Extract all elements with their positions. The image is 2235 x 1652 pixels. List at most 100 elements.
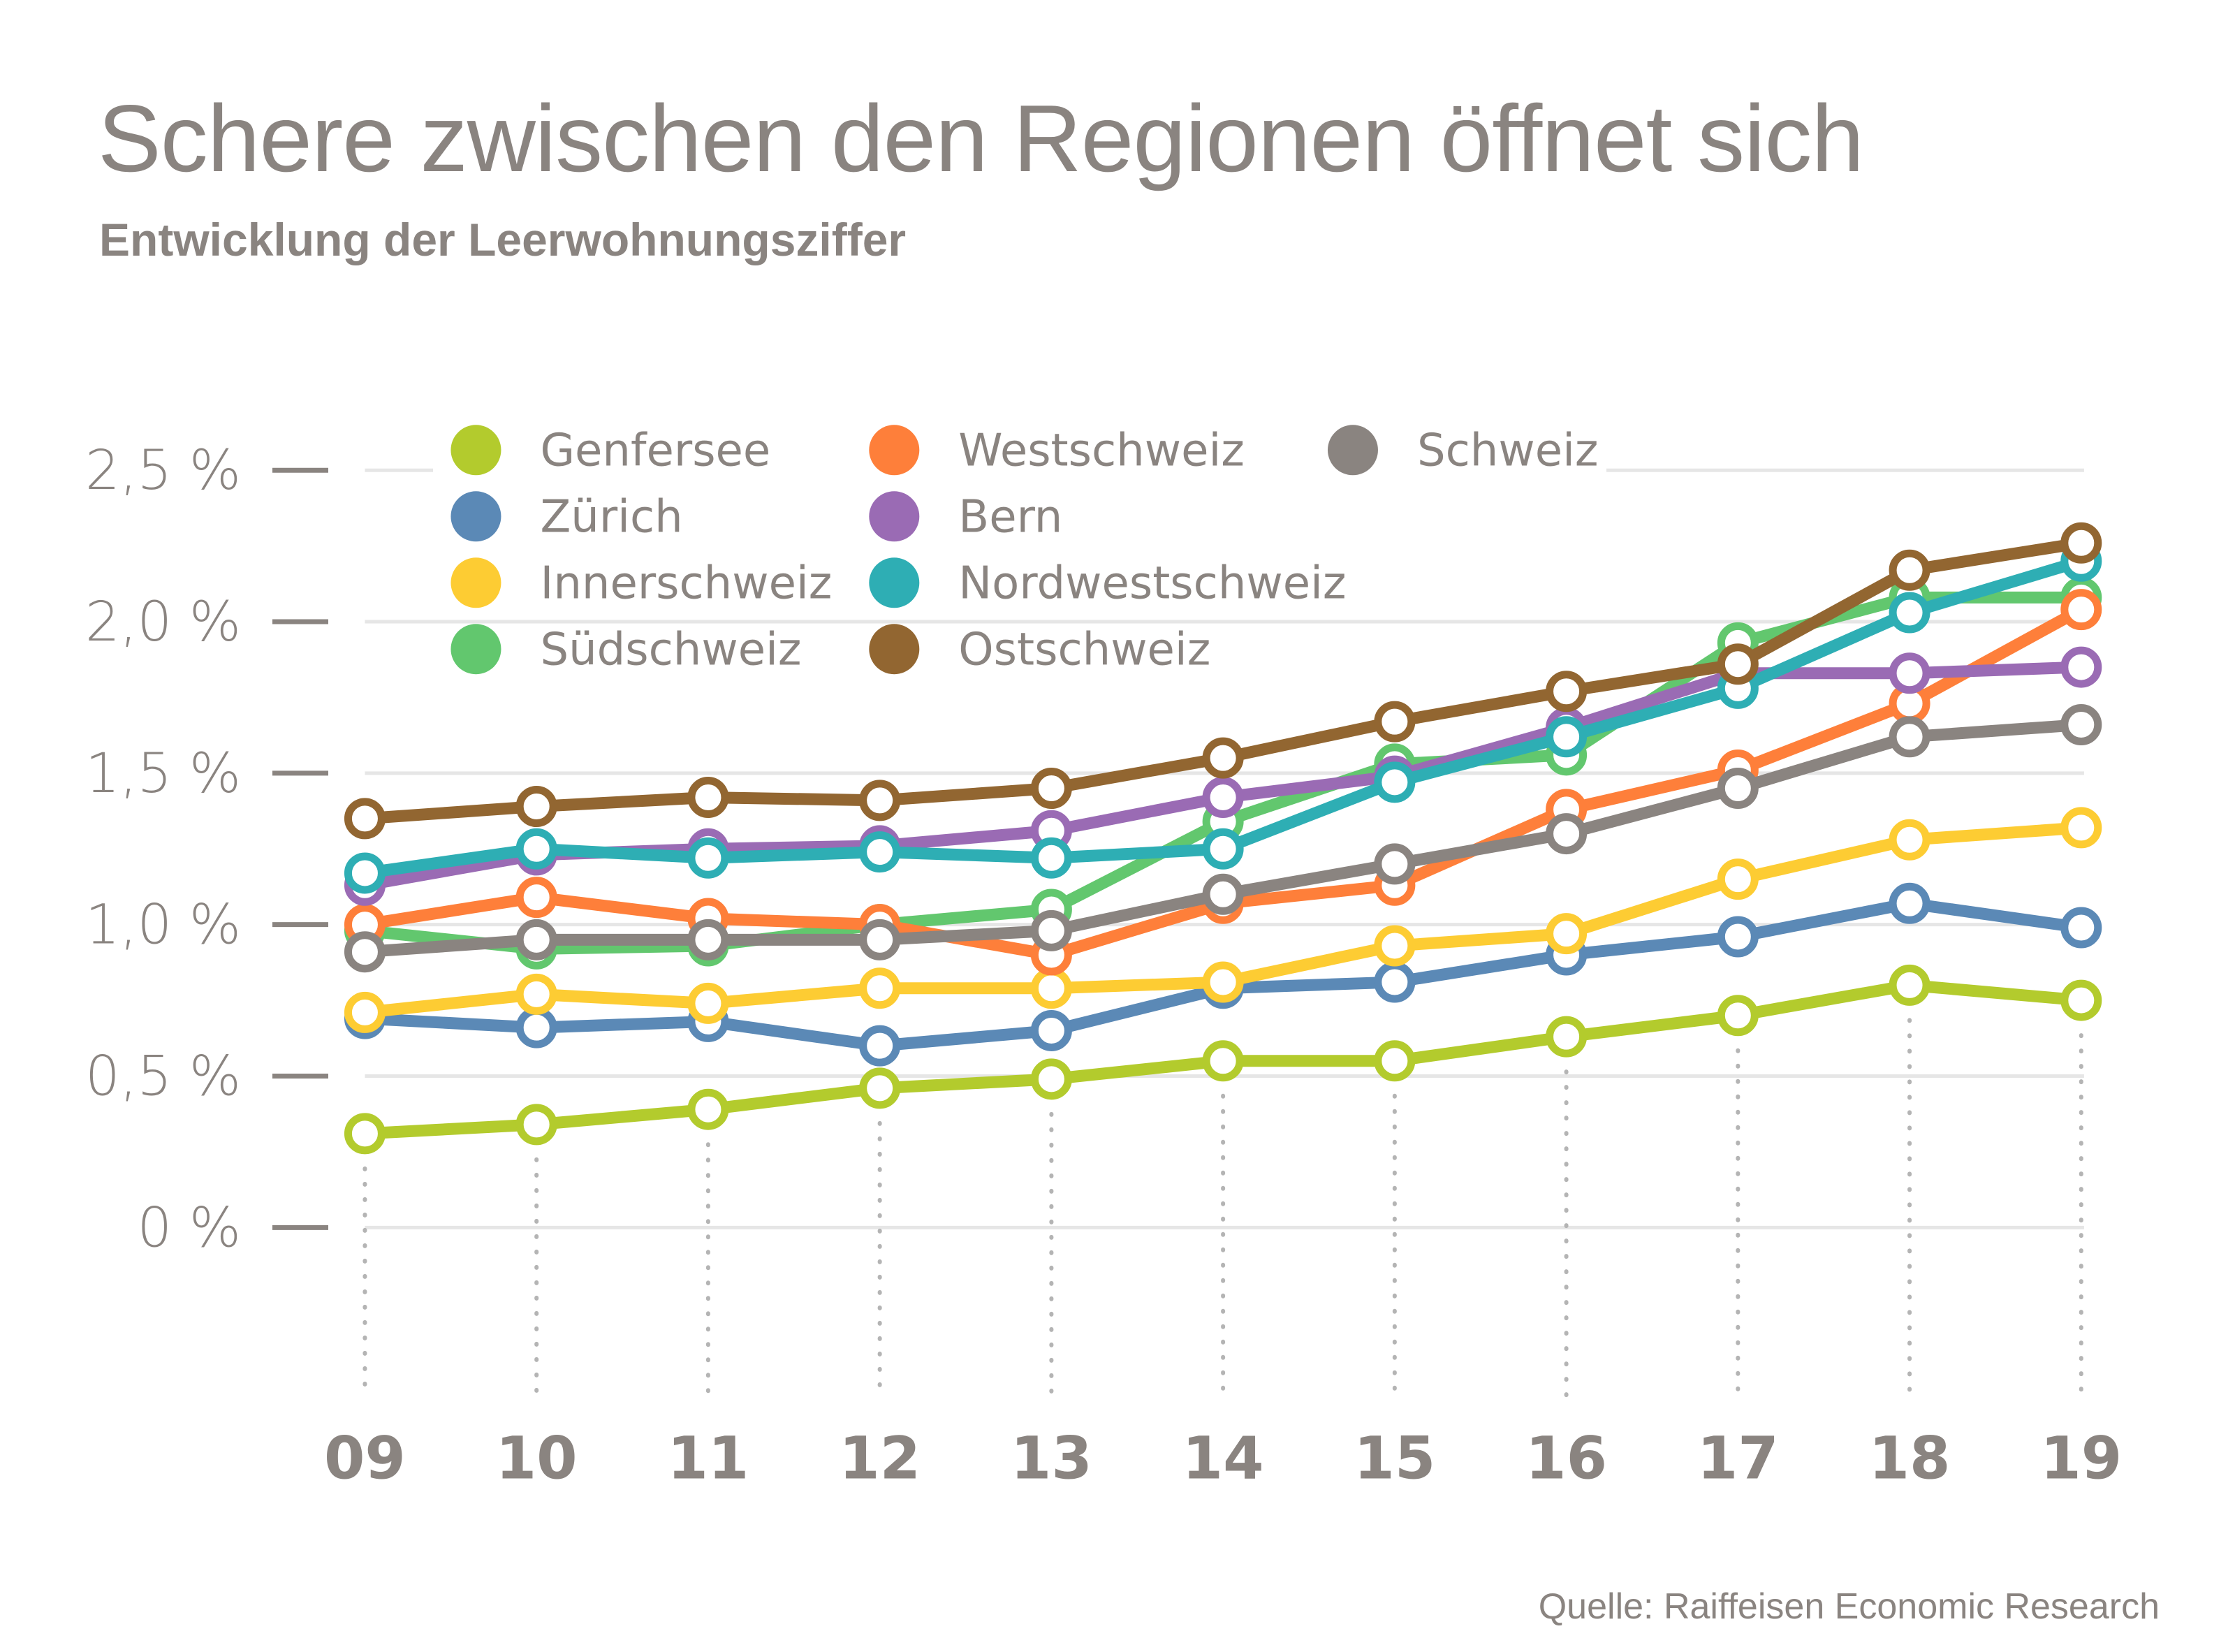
legend-label: Ostschweiz bbox=[958, 624, 1210, 675]
data-point bbox=[2060, 646, 2102, 688]
y-tick-label: 1,0 % bbox=[85, 894, 241, 957]
data-point bbox=[687, 777, 729, 819]
data-point bbox=[2060, 589, 2102, 631]
x-tick-label: 16 bbox=[1525, 1424, 1607, 1493]
data-point bbox=[859, 919, 901, 960]
series-schweiz bbox=[344, 703, 2102, 973]
series-nordwestschweiz bbox=[344, 540, 2102, 894]
legend-item: Zürich bbox=[450, 491, 683, 543]
x-tick-label: 15 bbox=[1354, 1424, 1435, 1493]
data-point bbox=[1030, 837, 1072, 879]
data-point bbox=[1546, 813, 1588, 855]
data-point bbox=[1717, 643, 1759, 685]
data-point bbox=[859, 780, 901, 821]
data-point bbox=[515, 973, 557, 1015]
data-point bbox=[1546, 671, 1588, 712]
data-point bbox=[1374, 701, 1416, 743]
data-point bbox=[515, 919, 557, 960]
legend-marker-icon bbox=[1327, 425, 1378, 476]
legend-item: Bern bbox=[869, 491, 1062, 543]
legend: Genfersee Zürich Innerschweiz Südschweiz Wes… bbox=[450, 425, 1598, 675]
data-point bbox=[2060, 703, 2102, 745]
data-point bbox=[1374, 961, 1416, 1003]
data-point bbox=[1889, 716, 1930, 758]
data-point bbox=[344, 991, 386, 1033]
source-note: Quelle: Raiffeisen Economic Research bbox=[1538, 1586, 2160, 1627]
x-tick-label: 13 bbox=[1011, 1424, 1092, 1493]
data-point bbox=[1202, 873, 1244, 915]
y-tick-label: 1,5 % bbox=[85, 743, 241, 805]
legend-item: Genfersee bbox=[450, 425, 770, 476]
data-point bbox=[344, 798, 386, 840]
data-point bbox=[1546, 716, 1588, 758]
data-point bbox=[1030, 768, 1072, 810]
x-tick-label: 12 bbox=[839, 1424, 921, 1493]
legend-item: Innerschweiz bbox=[450, 557, 832, 609]
data-point bbox=[1889, 882, 1930, 924]
legend-label: Westschweiz bbox=[958, 425, 1245, 476]
x-tick-label: 09 bbox=[324, 1424, 406, 1493]
data-point bbox=[1717, 858, 1759, 900]
data-point bbox=[1202, 1040, 1244, 1082]
series-genfersee bbox=[344, 964, 2102, 1155]
data-point bbox=[1030, 909, 1072, 951]
data-point bbox=[515, 1104, 557, 1146]
y-tick-label: 2,0 % bbox=[85, 591, 241, 654]
data-point bbox=[687, 919, 729, 960]
legend-item: Südschweiz bbox=[450, 624, 801, 675]
data-point bbox=[687, 837, 729, 879]
x-guides bbox=[362, 1018, 2083, 1398]
y-tick-label: 2,5 % bbox=[85, 439, 241, 502]
x-tick-label: 19 bbox=[2040, 1424, 2122, 1493]
legend-marker-icon bbox=[869, 557, 920, 608]
data-point bbox=[1374, 761, 1416, 803]
data-point bbox=[859, 831, 901, 873]
data-point bbox=[1030, 1058, 1072, 1100]
legend-label: Innerschweiz bbox=[540, 557, 832, 609]
data-point bbox=[2060, 907, 2102, 949]
chart-title: Schere zwischen den Regionen öffnet sich bbox=[98, 85, 1864, 191]
data-point bbox=[2060, 522, 2102, 564]
data-point bbox=[687, 1088, 729, 1130]
y-tick-label: 0 % bbox=[137, 1197, 241, 1259]
legend-marker-icon bbox=[869, 491, 920, 542]
legend-label: Südschweiz bbox=[540, 624, 801, 675]
data-point bbox=[1889, 819, 1930, 861]
data-point bbox=[859, 1025, 901, 1067]
data-point bbox=[2060, 979, 2102, 1021]
x-tick-label: 11 bbox=[667, 1424, 749, 1493]
legend-marker-icon bbox=[869, 624, 920, 675]
x-axis: 09 10 11 12 13 14 15 16 17 18 19 bbox=[324, 1424, 2122, 1493]
legend-marker-icon bbox=[869, 425, 920, 476]
legend-marker-icon bbox=[450, 491, 501, 542]
legend-item: Westschweiz bbox=[869, 425, 1245, 476]
legend-label: Schweiz bbox=[1417, 425, 1598, 476]
data-point bbox=[1202, 828, 1244, 870]
data-point bbox=[859, 967, 901, 1009]
series-innerschweiz bbox=[344, 807, 2102, 1033]
series bbox=[344, 522, 2102, 1155]
data-point bbox=[1202, 737, 1244, 779]
data-point bbox=[1889, 549, 1930, 591]
data-point bbox=[1374, 1040, 1416, 1082]
data-point bbox=[1546, 913, 1588, 955]
y-tick-label: 0,5 % bbox=[85, 1045, 241, 1108]
chart-subtitle: Entwicklung der Leerwohnungsziffer bbox=[99, 214, 907, 265]
data-point bbox=[515, 877, 557, 919]
legend-marker-icon bbox=[450, 624, 501, 675]
data-point bbox=[1889, 964, 1930, 1006]
legend-marker-icon bbox=[450, 425, 501, 476]
legend-label: Genfersee bbox=[540, 425, 770, 476]
data-point bbox=[1030, 967, 1072, 1009]
data-point bbox=[1717, 916, 1759, 958]
data-point bbox=[1374, 843, 1416, 885]
data-point bbox=[687, 982, 729, 1024]
data-point bbox=[1030, 1009, 1072, 1051]
data-point bbox=[344, 852, 386, 894]
data-point bbox=[344, 931, 386, 973]
legend-label: Nordwestschweiz bbox=[958, 557, 1346, 609]
data-point bbox=[1889, 592, 1930, 634]
data-point bbox=[515, 828, 557, 870]
data-point bbox=[1202, 961, 1244, 1003]
